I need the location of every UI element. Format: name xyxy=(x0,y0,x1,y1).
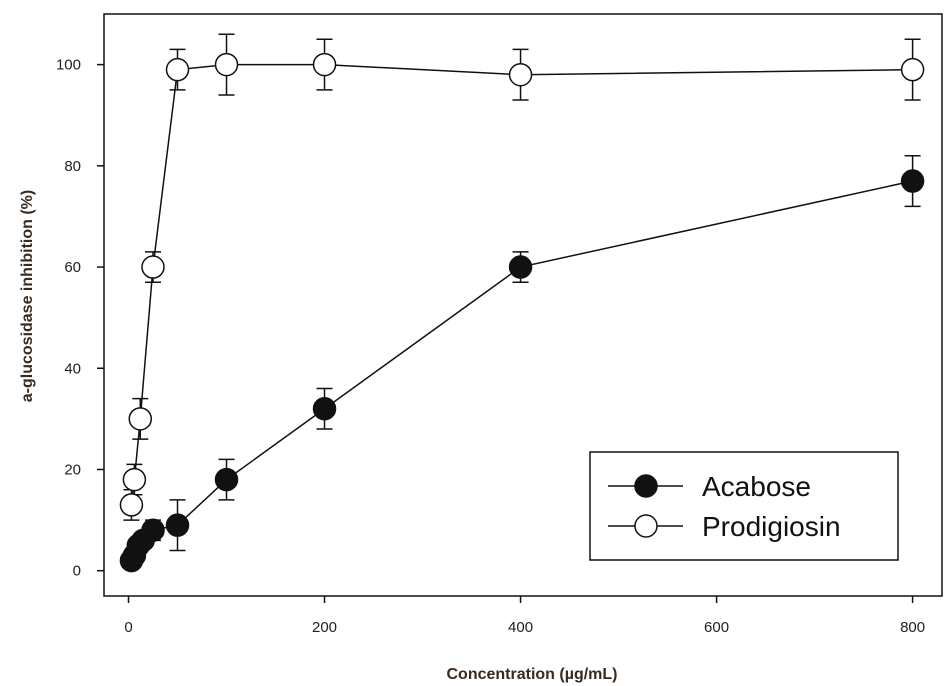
y-tick-label-100: 100 xyxy=(56,57,81,74)
y-axis-title: a-glucosidase inhibition (%) xyxy=(19,190,36,402)
x-tick-label-600: 600 xyxy=(704,619,729,636)
legend-marker-acabose xyxy=(634,474,658,498)
legend-label-acabose: Acabose xyxy=(702,471,811,502)
data-point-prodigiosin-8 xyxy=(900,57,925,82)
data-point-prodigiosin-6 xyxy=(312,52,337,77)
y-tick-label-40: 40 xyxy=(64,360,81,377)
legend-box xyxy=(589,451,899,561)
legend-marker-prodigiosin xyxy=(634,514,658,538)
data-point-prodigiosin-5 xyxy=(214,52,239,77)
x-tick-label-800: 800 xyxy=(900,619,925,636)
plot-frame xyxy=(103,13,943,597)
x-tick-label-0: 0 xyxy=(124,619,132,636)
series-line-prodigiosin xyxy=(130,63,913,505)
legend: Acabose Prodigiosin xyxy=(589,451,899,561)
data-point-acabose-5 xyxy=(165,513,190,537)
x-tick-label-400: 400 xyxy=(508,619,533,636)
series-layer xyxy=(119,33,925,573)
y-tick-label-0: 0 xyxy=(73,563,81,580)
data-point-prodigiosin-7 xyxy=(508,62,533,87)
data-point-prodigiosin-1 xyxy=(122,467,147,492)
data-point-acabose-6 xyxy=(214,467,239,492)
data-point-prodigiosin-4 xyxy=(165,57,190,82)
data-point-prodigiosin-0 xyxy=(119,493,144,517)
y-tick-label-80: 80 xyxy=(64,158,81,175)
y-axis: 0 20 40 60 80 100 xyxy=(56,57,104,580)
x-axis-title: Concentration (µg/mL) xyxy=(447,666,618,683)
x-axis: 0 200 400 600 800 xyxy=(124,596,925,636)
data-point-acabose-9 xyxy=(900,169,925,193)
y-tick-label-60: 60 xyxy=(64,259,81,276)
data-point-prodigiosin-3 xyxy=(141,255,165,279)
data-point-prodigiosin-2 xyxy=(128,407,153,431)
y-tick-label-20: 20 xyxy=(64,461,81,478)
data-point-acabose-4 xyxy=(141,518,165,542)
data-point-acabose-8 xyxy=(508,255,533,279)
series-acabose xyxy=(119,154,925,573)
legend-label-prodigiosin: Prodigiosin xyxy=(702,511,841,542)
data-point-acabose-7 xyxy=(312,396,337,421)
x-tick-label-200: 200 xyxy=(312,619,337,636)
series-prodigiosin xyxy=(119,33,925,521)
